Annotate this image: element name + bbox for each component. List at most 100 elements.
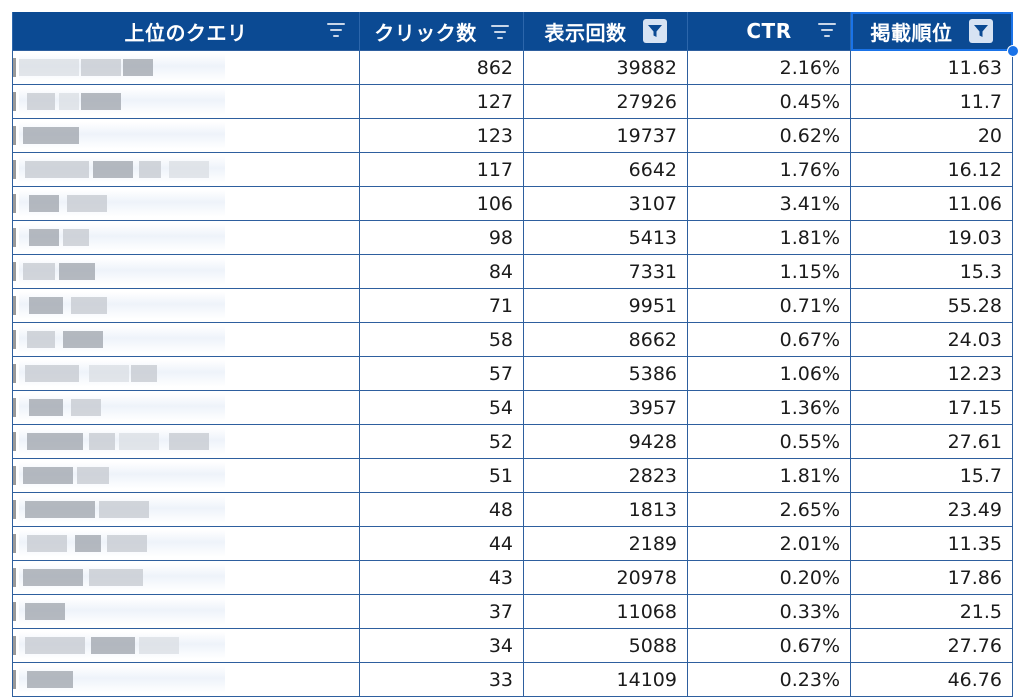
ctr-cell[interactable]: 1.76% (687, 152, 851, 187)
ctr-cell[interactable]: 0.55% (687, 424, 851, 459)
query-cell-redacted[interactable] (12, 220, 360, 255)
ctr-cell[interactable]: 1.81% (687, 458, 851, 493)
impressions-cell[interactable]: 1813 (523, 492, 688, 527)
query-cell-redacted[interactable] (12, 424, 360, 459)
clicks-cell[interactable]: 34 (359, 628, 524, 663)
impressions-cell[interactable]: 14109 (523, 662, 688, 697)
column-header-impressions[interactable]: 表示回数 (523, 12, 688, 51)
position-cell[interactable]: 12.23 (850, 356, 1013, 391)
clicks-cell[interactable]: 123 (359, 118, 524, 153)
clicks-cell[interactable]: 57 (359, 356, 524, 391)
position-cell[interactable]: 23.49 (850, 492, 1013, 527)
clicks-cell[interactable]: 37 (359, 594, 524, 629)
position-cell[interactable]: 11.7 (850, 84, 1013, 119)
position-cell[interactable]: 55.28 (850, 288, 1013, 323)
ctr-cell[interactable]: 0.71% (687, 288, 851, 323)
clicks-cell[interactable]: 71 (359, 288, 524, 323)
clicks-cell[interactable]: 862 (359, 50, 524, 85)
ctr-cell[interactable]: 2.65% (687, 492, 851, 527)
query-cell-redacted[interactable] (12, 390, 360, 425)
clicks-cell[interactable]: 84 (359, 254, 524, 289)
sort-lines-icon[interactable] (327, 23, 345, 39)
position-cell[interactable]: 15.7 (850, 458, 1013, 493)
ctr-cell[interactable]: 1.81% (687, 220, 851, 255)
clicks-cell[interactable]: 43 (359, 560, 524, 595)
filter-funnel-icon[interactable] (968, 19, 993, 43)
ctr-cell[interactable]: 0.20% (687, 560, 851, 595)
sort-lines-icon[interactable] (818, 23, 836, 39)
impressions-cell[interactable]: 19737 (523, 118, 688, 153)
clicks-cell[interactable]: 106 (359, 186, 524, 221)
impressions-cell[interactable]: 6642 (523, 152, 688, 187)
query-cell-redacted[interactable] (12, 254, 360, 289)
position-cell[interactable]: 16.12 (850, 152, 1013, 187)
query-cell-redacted[interactable] (12, 492, 360, 527)
impressions-cell[interactable]: 2189 (523, 526, 688, 561)
query-cell-redacted[interactable] (12, 322, 360, 357)
query-cell-redacted[interactable] (12, 118, 360, 153)
impressions-cell[interactable]: 9428 (523, 424, 688, 459)
impressions-cell[interactable]: 5386 (523, 356, 688, 391)
ctr-cell[interactable]: 1.15% (687, 254, 851, 289)
query-cell-redacted[interactable] (12, 50, 360, 85)
clicks-cell[interactable]: 33 (359, 662, 524, 697)
impressions-cell[interactable]: 3957 (523, 390, 688, 425)
position-cell[interactable]: 46.76 (850, 662, 1013, 697)
filter-funnel-icon[interactable] (642, 19, 667, 43)
clicks-cell[interactable]: 54 (359, 390, 524, 425)
ctr-cell[interactable]: 2.01% (687, 526, 851, 561)
query-cell-redacted[interactable] (12, 628, 360, 663)
impressions-cell[interactable]: 27926 (523, 84, 688, 119)
position-cell[interactable]: 21.5 (850, 594, 1013, 629)
ctr-cell[interactable]: 1.06% (687, 356, 851, 391)
query-cell-redacted[interactable] (12, 288, 360, 323)
query-cell-redacted[interactable] (12, 662, 360, 697)
ctr-cell[interactable]: 0.62% (687, 118, 851, 153)
position-cell[interactable]: 11.63 (850, 50, 1013, 85)
query-cell-redacted[interactable] (12, 152, 360, 187)
clicks-cell[interactable]: 48 (359, 492, 524, 527)
selection-handle[interactable] (1007, 45, 1019, 57)
ctr-cell[interactable]: 1.36% (687, 390, 851, 425)
position-cell[interactable]: 20 (850, 118, 1013, 153)
position-cell[interactable]: 17.15 (850, 390, 1013, 425)
clicks-cell[interactable]: 58 (359, 322, 524, 357)
position-cell[interactable]: 15.3 (850, 254, 1013, 289)
position-cell[interactable]: 24.03 (850, 322, 1013, 357)
query-cell-redacted[interactable] (12, 186, 360, 221)
query-cell-redacted[interactable] (12, 356, 360, 391)
impressions-cell[interactable]: 7331 (523, 254, 688, 289)
clicks-cell[interactable]: 117 (359, 152, 524, 187)
position-cell[interactable]: 27.76 (850, 628, 1013, 663)
query-cell-redacted[interactable] (12, 84, 360, 119)
column-header-query[interactable]: 上位のクエリ (12, 12, 360, 51)
clicks-cell[interactable]: 51 (359, 458, 524, 493)
impressions-cell[interactable]: 11068 (523, 594, 688, 629)
column-header-position[interactable]: 掲載順位 (850, 12, 1019, 57)
impressions-cell[interactable]: 2823 (523, 458, 688, 493)
ctr-cell[interactable]: 2.16% (687, 50, 851, 85)
clicks-cell[interactable]: 127 (359, 84, 524, 119)
sort-lines-icon[interactable] (490, 25, 509, 41)
position-cell[interactable]: 17.86 (850, 560, 1013, 595)
ctr-cell[interactable]: 0.23% (687, 662, 851, 697)
position-cell[interactable]: 11.06 (850, 186, 1013, 221)
position-cell[interactable]: 11.35 (850, 526, 1013, 561)
query-cell-redacted[interactable] (12, 594, 360, 629)
clicks-cell[interactable]: 52 (359, 424, 524, 459)
impressions-cell[interactable]: 5088 (523, 628, 688, 663)
query-cell-redacted[interactable] (12, 458, 360, 493)
query-cell-redacted[interactable] (12, 560, 360, 595)
clicks-cell[interactable]: 44 (359, 526, 524, 561)
impressions-cell[interactable]: 8662 (523, 322, 688, 357)
impressions-cell[interactable]: 9951 (523, 288, 688, 323)
ctr-cell[interactable]: 3.41% (687, 186, 851, 221)
column-header-ctr[interactable]: CTR (687, 12, 851, 51)
ctr-cell[interactable]: 0.33% (687, 594, 851, 629)
ctr-cell[interactable]: 0.45% (687, 84, 851, 119)
impressions-cell[interactable]: 20978 (523, 560, 688, 595)
ctr-cell[interactable]: 0.67% (687, 628, 851, 663)
column-header-clicks[interactable]: クリック数 (359, 12, 524, 51)
impressions-cell[interactable]: 39882 (523, 50, 688, 85)
query-cell-redacted[interactable] (12, 526, 360, 561)
